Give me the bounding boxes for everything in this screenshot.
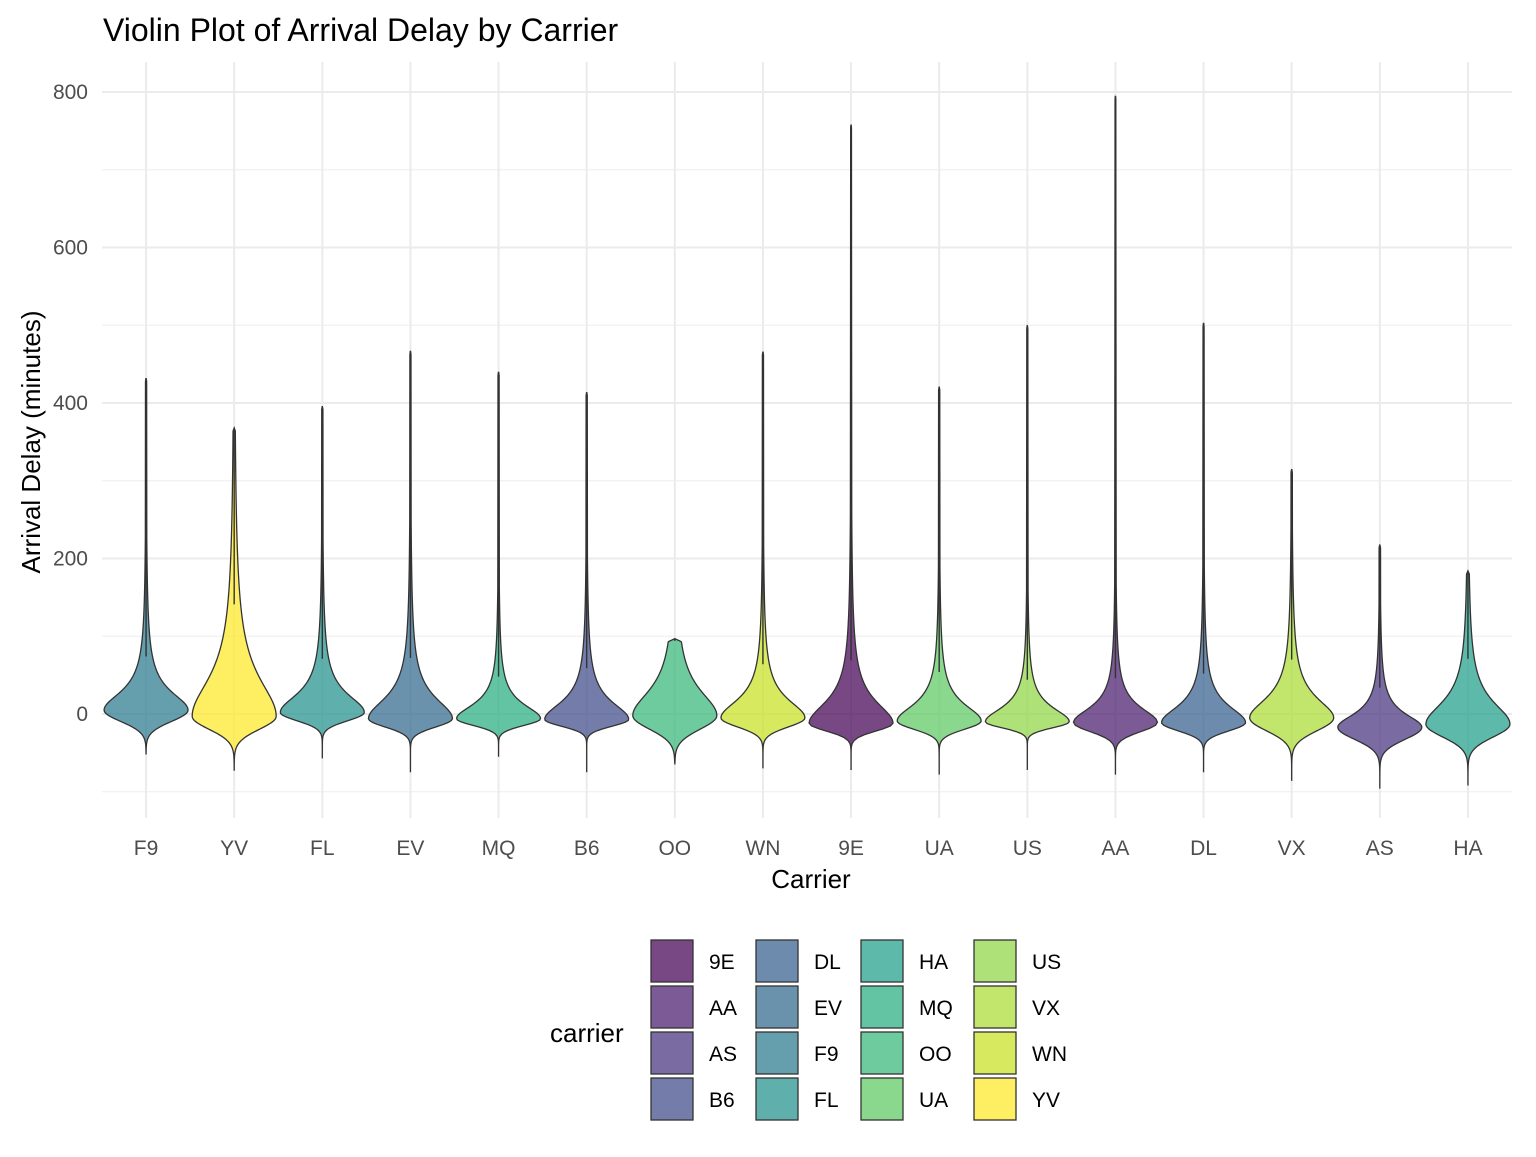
violins bbox=[103, 95, 1511, 789]
x-tick-label: EV bbox=[396, 837, 424, 860]
legend-label-UA: UA bbox=[919, 1089, 948, 1112]
chart-title: Violin Plot of Arrival Delay by Carrier bbox=[103, 12, 619, 48]
x-tick-label: OO bbox=[658, 837, 691, 860]
legend-label-US: US bbox=[1032, 951, 1061, 974]
legend-label-9E: 9E bbox=[709, 951, 735, 974]
legend-label-OO: OO bbox=[919, 1043, 952, 1066]
legend-key-F9 bbox=[755, 1031, 799, 1075]
y-tick-label: 0 bbox=[76, 703, 88, 726]
y-tick-label: 800 bbox=[53, 81, 88, 104]
x-tick-label: 9E bbox=[838, 837, 864, 860]
legend-label-AA: AA bbox=[709, 997, 737, 1020]
legend-key-AA bbox=[650, 985, 694, 1029]
x-tick-label: AA bbox=[1101, 837, 1129, 860]
y-axis-title: Arrival Delay (minutes) bbox=[16, 311, 46, 574]
x-tick-label: DL bbox=[1190, 837, 1217, 860]
legend-key-FL bbox=[755, 1077, 799, 1121]
legend-label-WN: WN bbox=[1032, 1043, 1067, 1066]
x-tick-label: UA bbox=[925, 837, 954, 860]
legend-label-F9: F9 bbox=[814, 1043, 839, 1066]
legend-key-WN bbox=[973, 1031, 1017, 1075]
legend-title: carrier bbox=[550, 1018, 624, 1048]
x-tick-label: HA bbox=[1453, 837, 1482, 860]
x-tick-label: YV bbox=[220, 837, 248, 860]
legend-key-YV bbox=[973, 1077, 1017, 1121]
x-tick-label: MQ bbox=[482, 837, 516, 860]
legend-key-UA bbox=[860, 1077, 904, 1121]
x-tick-label: US bbox=[1013, 837, 1042, 860]
x-tick-label: FL bbox=[310, 837, 335, 860]
x-axis-title: Carrier bbox=[771, 864, 851, 894]
legend-key-EV bbox=[755, 985, 799, 1029]
legend-key-9E bbox=[650, 939, 694, 983]
axes: 0 200 400 600 800 F9 YV FL EV MQ B6 OO WN 9E UA US AA DL V… bbox=[53, 81, 1483, 860]
legend-label-HA: HA bbox=[919, 951, 948, 974]
legend-label-EV: EV bbox=[814, 997, 842, 1020]
x-tick-label: WN bbox=[745, 837, 780, 860]
x-tick-label: AS bbox=[1366, 837, 1394, 860]
legend-label-MQ: MQ bbox=[919, 997, 953, 1020]
legend-label-YV: YV bbox=[1032, 1089, 1060, 1112]
legend-key-MQ bbox=[860, 985, 904, 1029]
legend-key-US bbox=[973, 939, 1017, 983]
legend-key-AS bbox=[650, 1031, 694, 1075]
x-tick-label: F9 bbox=[134, 837, 159, 860]
legend-key-OO bbox=[860, 1031, 904, 1075]
x-tick-label: B6 bbox=[574, 837, 600, 860]
violin-OO bbox=[632, 637, 718, 765]
legend-key-B6 bbox=[650, 1077, 694, 1121]
legend-key-HA bbox=[860, 939, 904, 983]
y-tick-label: 400 bbox=[53, 392, 88, 415]
legend-label-VX: VX bbox=[1032, 997, 1060, 1020]
legend-key-VX bbox=[973, 985, 1017, 1029]
legend-label-FL: FL bbox=[814, 1089, 839, 1112]
legend-label-DL: DL bbox=[814, 951, 841, 974]
legend-key-DL bbox=[755, 939, 799, 983]
y-tick-label: 200 bbox=[53, 548, 88, 571]
y-tick-label: 600 bbox=[53, 237, 88, 260]
legend-label-AS: AS bbox=[709, 1043, 737, 1066]
legend: carrier 9E AA AS B6 DL EV F9 FL HA MQ OO UA US VX WN YV bbox=[550, 939, 1067, 1121]
x-tick-label: VX bbox=[1278, 837, 1306, 860]
legend-label-B6: B6 bbox=[709, 1089, 735, 1112]
